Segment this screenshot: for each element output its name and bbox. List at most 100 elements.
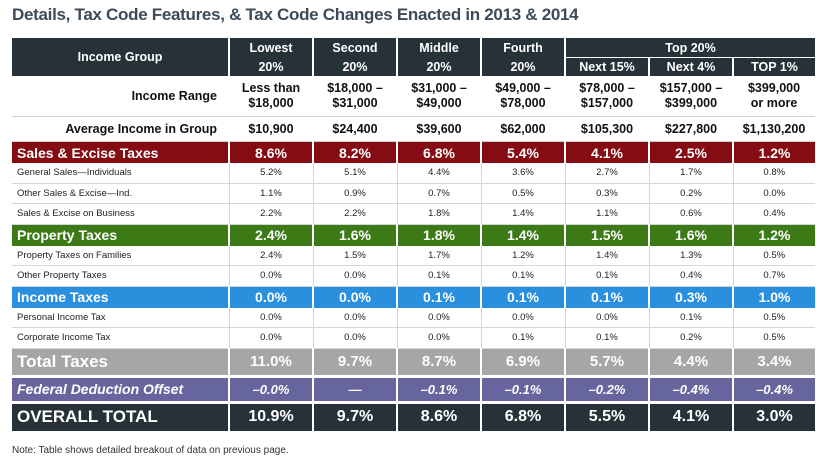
table-row: Property Taxes on Families 2.4% 1.5% 1.7… — [12, 245, 816, 266]
income-range-row: Income Range Less than $18,000 $18,000 – $… — [12, 76, 816, 117]
table-cell: 0.3% — [565, 183, 650, 204]
row-label: Property Taxes on Families — [12, 245, 230, 266]
table-cell: 0.5% — [733, 245, 816, 266]
table-cell: 0.1% — [565, 265, 650, 287]
average-income-cell: $227,800 — [649, 116, 733, 142]
property-taxes-row: Property Taxes 2.4% 1.6% 1.8% 1.4% 1.5% … — [12, 224, 816, 246]
income-range-cell: $18,000 – $31,000 — [313, 76, 397, 117]
table-cell: 0.1% — [397, 265, 482, 287]
federal-cell: –0.2% — [565, 377, 650, 401]
row-label: General Sales—Individuals — [12, 163, 230, 184]
group-name: Middle — [397, 38, 482, 58]
table-cell: 0.1% — [481, 265, 566, 287]
row-label: Sales & Excise on Business — [12, 203, 230, 225]
overall-cell: 9.7% — [313, 403, 398, 431]
table-cell: 2.4% — [229, 245, 314, 266]
federal-cell: — — [313, 377, 398, 401]
table-cell: 5.2% — [229, 163, 314, 184]
table-cell: 0.0% — [229, 265, 314, 287]
table-cell: 1.3% — [649, 245, 734, 266]
overall-cell: 6.8% — [481, 403, 566, 431]
row-label: Other Property Taxes — [12, 265, 230, 287]
category-cell: 1.2% — [733, 224, 816, 246]
table-cell: 0.6% — [649, 203, 734, 225]
average-income-cell: $39,600 — [397, 116, 481, 142]
average-income-cell: $105,300 — [565, 116, 649, 142]
category-cell: 2.4% — [229, 224, 314, 246]
page-title: Details, Tax Code Features, & Tax Code C… — [12, 5, 579, 24]
category-cell: 0.1% — [481, 286, 566, 308]
income-group-label: Income Group — [12, 38, 230, 76]
category-cell: 0.1% — [397, 286, 482, 308]
category-cell: 0.0% — [313, 286, 398, 308]
table-cell: 0.7% — [397, 183, 482, 204]
table-cell: 1.4% — [481, 203, 566, 225]
total-cell: 4.4% — [649, 348, 734, 375]
table-cell: 1.8% — [397, 203, 482, 225]
table-row: Corporate Income Tax 0.0% 0.0% 0.0% 0.1%… — [12, 327, 816, 349]
category-cell: 1.5% — [565, 224, 650, 246]
income-range-cell: $31,000 – $49,000 — [397, 76, 481, 117]
category-cell: 6.8% — [397, 141, 482, 163]
income-taxes-row: Income Taxes 0.0% 0.0% 0.1% 0.1% 0.1% 0.… — [12, 286, 816, 308]
table-cell: 0.0% — [229, 307, 314, 328]
table-row: Personal Income Tax 0.0% 0.0% 0.0% 0.0% … — [12, 307, 816, 328]
group-pct: 20% — [313, 57, 398, 76]
category-cell: 4.1% — [565, 141, 650, 163]
table-row: Sales & Excise on Business 2.2% 2.2% 1.8… — [12, 203, 816, 225]
top-group-name: Next 15% — [565, 57, 650, 76]
overall-cell: 3.0% — [733, 403, 816, 431]
table-row: General Sales—Individuals 5.2% 5.1% 4.4%… — [12, 163, 816, 184]
row-label: Corporate Income Tax — [12, 327, 230, 349]
category-cell: 1.4% — [481, 224, 566, 246]
top-group-name: Next 4% — [649, 57, 734, 76]
table-cell: 0.8% — [733, 163, 816, 184]
income-range-cell: $78,000 – $157,000 — [565, 76, 649, 117]
federal-deduction-row: Federal Deduction Offset –0.0% — –0.1% –… — [12, 377, 816, 401]
category-cell: 8.6% — [229, 141, 314, 163]
table-row: Other Sales & Excise—Ind. 1.1% 0.9% 0.7%… — [12, 183, 816, 204]
table-cell: 1.5% — [313, 245, 398, 266]
total-cell: 11.0% — [229, 348, 314, 375]
table-cell: 0.4% — [649, 265, 734, 287]
income-range-cell: $49,000 – $78,000 — [481, 76, 565, 117]
category-cell: 1.6% — [313, 224, 398, 246]
table-cell: 0.4% — [733, 203, 816, 225]
table-cell: 0.0% — [313, 265, 398, 287]
total-taxes-row: Total Taxes 11.0% 9.7% 8.7% 6.9% 5.7% 4.… — [12, 348, 816, 375]
table-cell: 0.1% — [481, 327, 566, 349]
sales-excise-label: Sales & Excise Taxes — [12, 141, 230, 163]
category-cell: 0.3% — [649, 286, 734, 308]
overall-cell: 10.9% — [229, 403, 314, 431]
category-cell: 0.0% — [229, 286, 314, 308]
header-row-2: 20% 20% 20% 20% Next 15% Next 4% TOP 1% — [12, 57, 816, 76]
table-row: Other Property Taxes 0.0% 0.0% 0.1% 0.1%… — [12, 265, 816, 287]
federal-deduction-label: Federal Deduction Offset — [12, 377, 230, 401]
category-cell: 2.5% — [649, 141, 734, 163]
row-label: Other Sales & Excise—Ind. — [12, 183, 230, 204]
footnote: Note: Table shows detailed breakout of d… — [12, 445, 289, 456]
overall-total-row: OVERALL TOTAL 10.9% 9.7% 8.6% 6.8% 5.5% … — [12, 403, 816, 431]
group-name: Fourth — [481, 38, 566, 58]
group-pct: 20% — [481, 57, 566, 76]
category-cell: 1.6% — [649, 224, 734, 246]
group-name: Second — [313, 38, 398, 58]
overall-cell: 5.5% — [565, 403, 650, 431]
average-income-cell: $24,400 — [313, 116, 397, 142]
table-cell: 5.1% — [313, 163, 398, 184]
total-cell: 9.7% — [313, 348, 398, 375]
total-cell: 6.9% — [481, 348, 566, 375]
federal-cell: –0.0% — [229, 377, 314, 401]
average-income-cell: $10,900 — [229, 116, 313, 142]
table-cell: 0.0% — [229, 327, 314, 349]
category-cell: 1.8% — [397, 224, 482, 246]
table-cell: 4.4% — [397, 163, 482, 184]
income-range-cell: $157,000 – $399,000 — [649, 76, 733, 117]
category-cell: 0.1% — [565, 286, 650, 308]
table-cell: 0.5% — [481, 183, 566, 204]
table-cell: 0.2% — [649, 183, 734, 204]
table-cell: 1.4% — [565, 245, 650, 266]
average-income-cell: $62,000 — [481, 116, 565, 142]
table-cell: 0.0% — [397, 327, 482, 349]
total-cell: 3.4% — [733, 348, 816, 375]
